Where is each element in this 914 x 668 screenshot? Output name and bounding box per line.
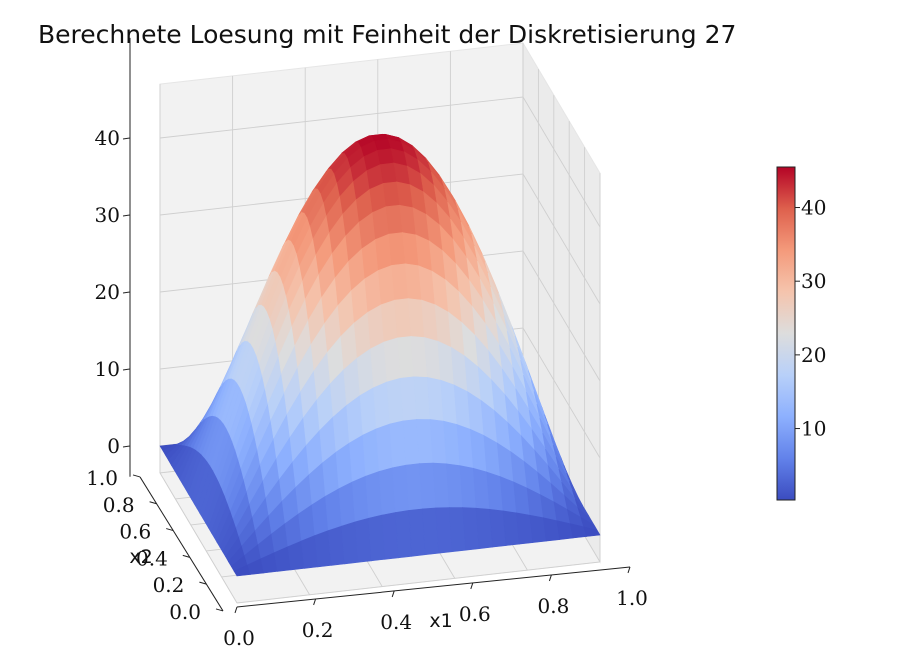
z-tick-label: 20: [95, 280, 120, 304]
grid-line: [236, 561, 601, 604]
y-tick: [166, 528, 174, 532]
x-tick-label: 0.4: [380, 610, 412, 634]
colorbar-tick-label: 40: [801, 196, 826, 220]
colorbar-tick-label: 10: [801, 417, 826, 441]
grid-line: [159, 96, 601, 228]
y-tick: [182, 554, 190, 558]
y-tick-label: 1.0: [86, 466, 118, 490]
colorbar: 10 20 30 40: [776, 166, 826, 501]
y-tick-label: 0.8: [103, 493, 135, 517]
x-tick: [313, 598, 317, 606]
z-tick-label: 30: [95, 203, 120, 227]
z-tick: [122, 368, 131, 371]
surface-mesh: [159, 133, 601, 577]
y-tick: [132, 474, 141, 478]
colorbar-bar: [776, 166, 796, 501]
y-tick-label: 0.0: [169, 600, 201, 624]
y-axis-label: x2: [129, 546, 152, 568]
axis-lines: [129, 37, 631, 612]
axis-ticks: 0.0 0.2 0.4 0.6 0.8 1.00.00.20.40.60.81.00102…: [86, 126, 648, 650]
z-tick: [122, 291, 131, 294]
chart-title: Berechnete Loesung mit Feinheit der Disk…: [38, 20, 737, 49]
x-tick-label: 0.0: [223, 626, 255, 650]
z-tick: [122, 214, 131, 217]
y-tick-label: 0.2: [153, 573, 185, 597]
x-tick: [234, 606, 238, 614]
grid-line: [159, 472, 238, 604]
y-tick-label: 0.4: [136, 546, 168, 570]
z-tick: [122, 137, 131, 140]
x-tick: [470, 582, 474, 590]
z-tick-label: 10: [95, 357, 120, 381]
x-axis-label: x1: [429, 610, 452, 632]
x-tick-label: 0.8: [537, 594, 569, 618]
x-axis-line: [236, 566, 631, 608]
x-tick: [548, 574, 552, 582]
colorbar-tick-label: 20: [801, 343, 826, 367]
colorbar-tick-label: 30: [801, 269, 826, 293]
y-tick: [215, 608, 224, 612]
x-tick: [391, 590, 395, 598]
y-tick: [199, 581, 207, 585]
y-axis-line: [139, 476, 224, 612]
grid-line: [159, 173, 601, 305]
x-tick: [627, 566, 631, 574]
x-tick-label: 0.6: [459, 602, 491, 626]
surface-patch: [583, 526, 601, 537]
z-tick: [122, 445, 131, 448]
y-tick: [149, 501, 157, 505]
x-tick-label: 1.0: [616, 586, 648, 610]
z-tick-label: 0: [107, 434, 120, 458]
x-tick-label: 0.2: [302, 618, 334, 642]
y-tick-label: 0.6: [119, 520, 151, 544]
axis-labels: x1 x2: [129, 546, 452, 632]
z-tick-label: 40: [95, 126, 120, 150]
